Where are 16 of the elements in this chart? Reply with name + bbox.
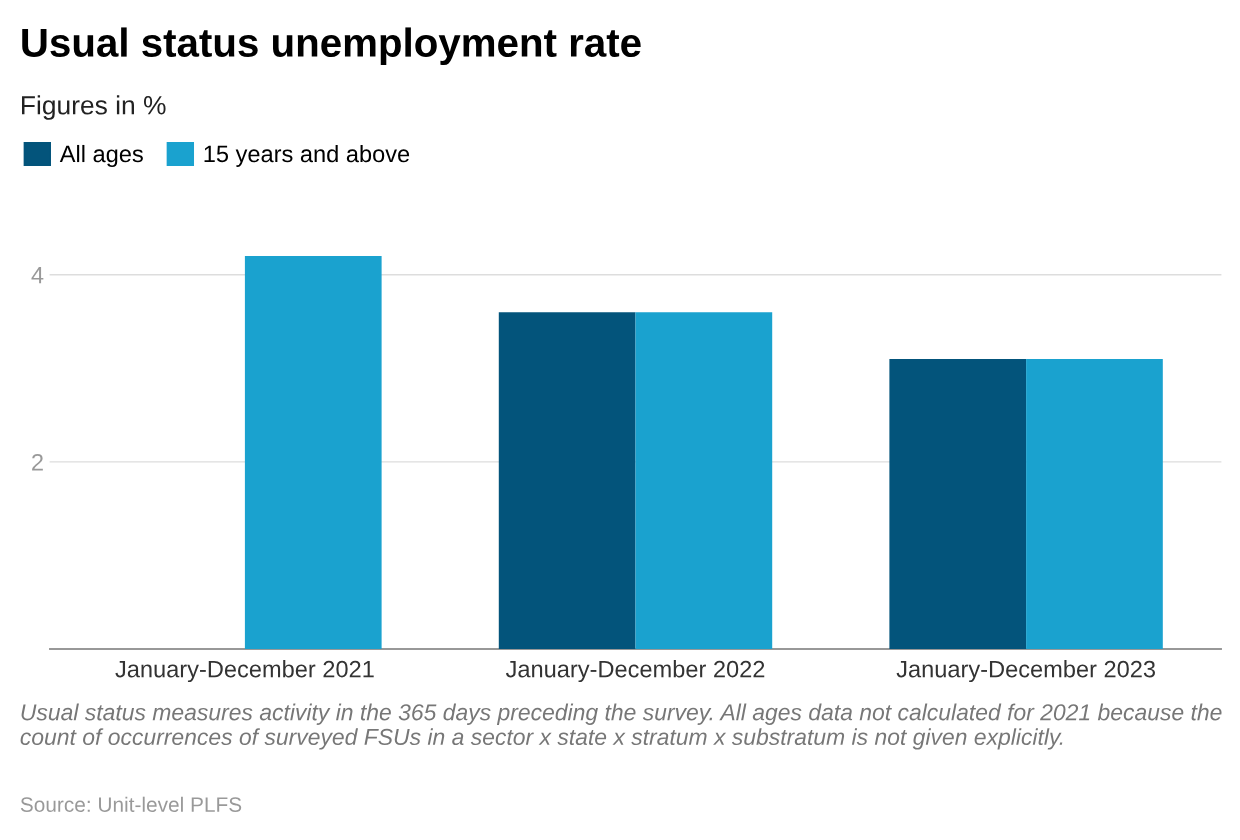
bar: [635, 312, 773, 649]
source-note: Source: Unit-level PLFS: [20, 796, 242, 812]
y-tick-label: 2: [32, 453, 43, 471]
chart-title: Usual status unemployment rate: [22, 27, 641, 65]
x-tick-label: January-December 2023: [896, 660, 1155, 683]
x-tick-label: January-December 2021: [115, 660, 374, 683]
legend-label: All ages: [59, 144, 143, 167]
x-tick-label: January-December 2022: [505, 660, 765, 683]
bar: [498, 312, 636, 649]
text: Usual status measures activity in the 365 days preceding the survey. All ages data not calculated for 2021 because the count of occurrences of surveyed FSUs in a sector x state x stratum x substratum is not given explicitly.: [20, 703, 1222, 750]
y-tick-label: 4: [31, 267, 44, 284]
legend-label: 15 years and above: [204, 144, 410, 167]
bar: [244, 256, 382, 649]
bar: [889, 358, 1027, 649]
chart-subtitle: Figures in %: [22, 95, 166, 120]
bar: [1026, 358, 1163, 649]
